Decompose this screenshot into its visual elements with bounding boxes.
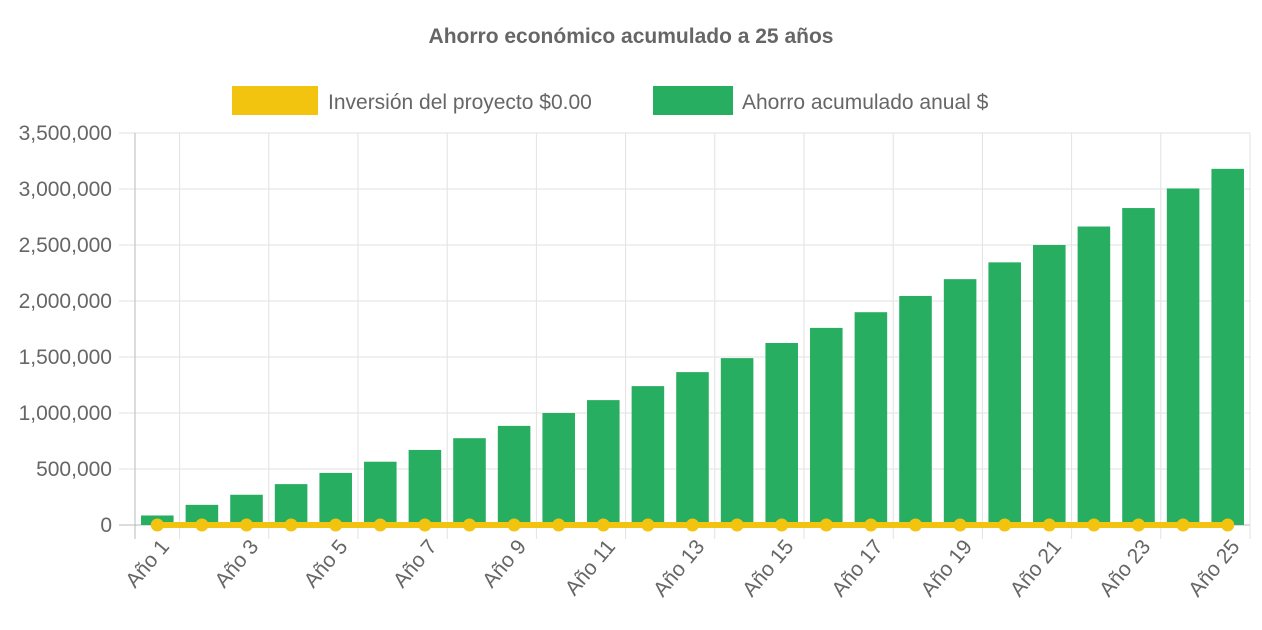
investment-point[interactable] [819,518,833,532]
grid [119,132,1251,539]
bar[interactable] [587,400,620,525]
investment-point[interactable] [775,518,789,532]
bar[interactable] [988,262,1021,525]
y-axis: 0 500,000 1,000,000 1,500,000 2,000,000 2,500… [19,122,112,537]
investment-point[interactable] [284,518,298,532]
x-tick-label: Año 1 [121,535,174,592]
legend-swatch-investment [232,86,318,115]
y-tick-label: 3,000,000 [19,178,112,201]
investment-point[interactable] [1221,518,1235,532]
x-tick-label: Año 3 [210,535,263,592]
bar[interactable] [497,425,531,525]
x-tick-label: Año 19 [917,535,977,601]
investment-point[interactable] [463,518,476,532]
investment-point[interactable] [150,518,164,532]
y-tick-label: 2,500,000 [19,234,112,257]
bar[interactable] [319,472,352,525]
x-tick-label: Año 23 [1095,535,1155,601]
legend-label-investment: Inversión del proyecto $0.00 [328,91,592,114]
legend-label-savings: Ahorro acumulado anual $ [742,91,989,114]
bar[interactable] [408,449,442,525]
investment-point[interactable] [909,518,922,532]
investment-point[interactable] [1132,518,1145,532]
bar[interactable] [274,484,308,525]
x-tick-label: Año 15 [738,535,798,601]
investment-point[interactable] [329,518,343,532]
bar[interactable] [542,413,575,525]
x-tick-label: Año 21 [1006,535,1066,601]
bar[interactable] [765,343,798,525]
investment-point[interactable] [195,518,209,532]
y-tick-label: 500,000 [36,458,112,481]
investment-point[interactable] [1042,518,1056,532]
investment-point[interactable] [240,518,253,532]
legend-item-savings[interactable]: Ahorro acumulado anual $ [653,86,989,115]
investment-point[interactable] [1176,518,1190,532]
chart-title: Ahorro económico acumulado a 25 años [429,25,834,48]
x-tick-label: Año 17 [827,535,887,601]
x-tick-label: Año 9 [478,535,531,592]
investment-point[interactable] [373,518,387,532]
bars [141,168,1244,526]
investment-point[interactable] [596,518,610,532]
bar[interactable] [676,372,709,525]
bar[interactable] [854,312,888,525]
bar[interactable] [185,504,219,525]
investment-point[interactable] [552,518,566,532]
x-tick-label: Año 11 [561,535,620,600]
investment-point[interactable] [998,518,1012,532]
bar[interactable] [899,295,932,525]
investment-point[interactable] [730,518,744,532]
x-axis: Año 1 Año 3 Año 5 Año 7 Año 9 Año 11 Año 13 Año… [121,535,1244,601]
bar[interactable] [453,438,486,525]
x-tick-label: Año 7 [389,535,442,592]
bar[interactable] [1211,168,1244,525]
bar[interactable] [364,461,397,525]
y-tick-label: 1,000,000 [19,402,112,425]
y-tick-label: 3,500,000 [19,122,112,145]
investment-point[interactable] [418,518,432,532]
investment-point[interactable] [641,518,655,532]
x-tick-label: Año 13 [649,535,709,601]
bar[interactable] [631,386,665,525]
bar[interactable] [943,279,977,525]
legend-item-investment[interactable]: Inversión del proyecto $0.00 [232,86,592,115]
investment-point[interactable] [953,518,967,532]
bar[interactable] [1166,188,1200,525]
investment-line [150,518,1235,532]
investment-point[interactable] [507,518,521,532]
bar[interactable] [1122,208,1155,526]
bar[interactable] [1077,226,1111,525]
y-tick-label: 0 [100,514,112,537]
legend-swatch-savings [653,86,733,115]
investment-point[interactable] [864,518,878,532]
bar[interactable] [720,358,754,525]
investment-point[interactable] [686,518,699,532]
legend: Inversión del proyecto $0.00 Ahorro acum… [232,86,989,115]
x-tick-label: Año 5 [300,535,353,592]
y-tick-label: 2,000,000 [19,290,112,313]
x-tick-label: Año 25 [1184,535,1244,601]
investment-point[interactable] [1087,518,1101,532]
y-tick-label: 1,500,000 [19,346,112,369]
bar[interactable] [1033,245,1066,525]
bar[interactable] [810,327,843,525]
